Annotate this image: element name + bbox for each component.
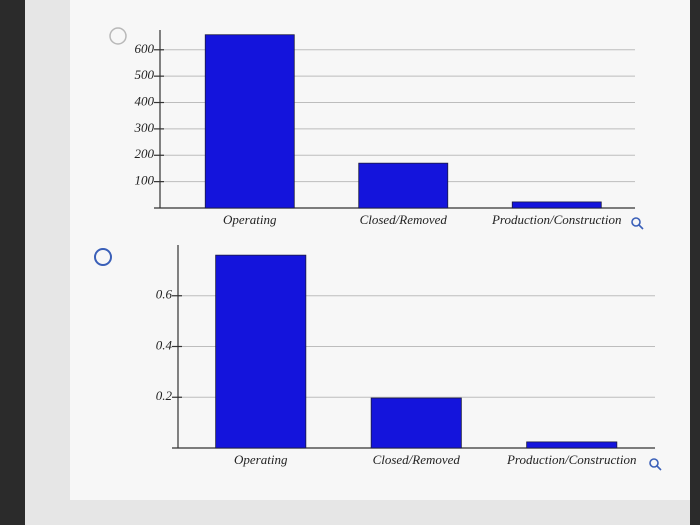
radio-option[interactable] — [109, 27, 127, 45]
y-tick-label: 400 — [135, 94, 155, 109]
y-tick-label: 0.2 — [156, 388, 173, 403]
bar — [358, 162, 449, 209]
y-tick-label: 200 — [135, 146, 155, 161]
radio-option[interactable] — [94, 248, 112, 266]
x-tick-label: Production/Construction — [506, 452, 637, 467]
y-tick-label: 0.4 — [156, 337, 173, 352]
bar — [370, 397, 462, 449]
y-tick-label: 300 — [134, 120, 155, 135]
zoom-icon[interactable] — [631, 217, 644, 230]
x-tick-label: Closed/Removed — [373, 452, 461, 467]
y-tick-label: 600 — [135, 41, 155, 56]
y-tick-label: 500 — [135, 67, 155, 82]
x-tick-label: Operating — [223, 212, 277, 227]
x-tick-label: Closed/Removed — [360, 212, 448, 227]
x-tick-label: Operating — [234, 452, 288, 467]
zoom-icon[interactable] — [649, 458, 662, 471]
bar — [204, 34, 295, 209]
x-tick-label: Production/Construction — [491, 212, 622, 227]
bar — [215, 254, 307, 449]
bar — [511, 201, 602, 209]
y-tick-label: 0.6 — [156, 287, 173, 302]
bar — [526, 441, 618, 449]
y-tick-label: 100 — [135, 173, 155, 188]
